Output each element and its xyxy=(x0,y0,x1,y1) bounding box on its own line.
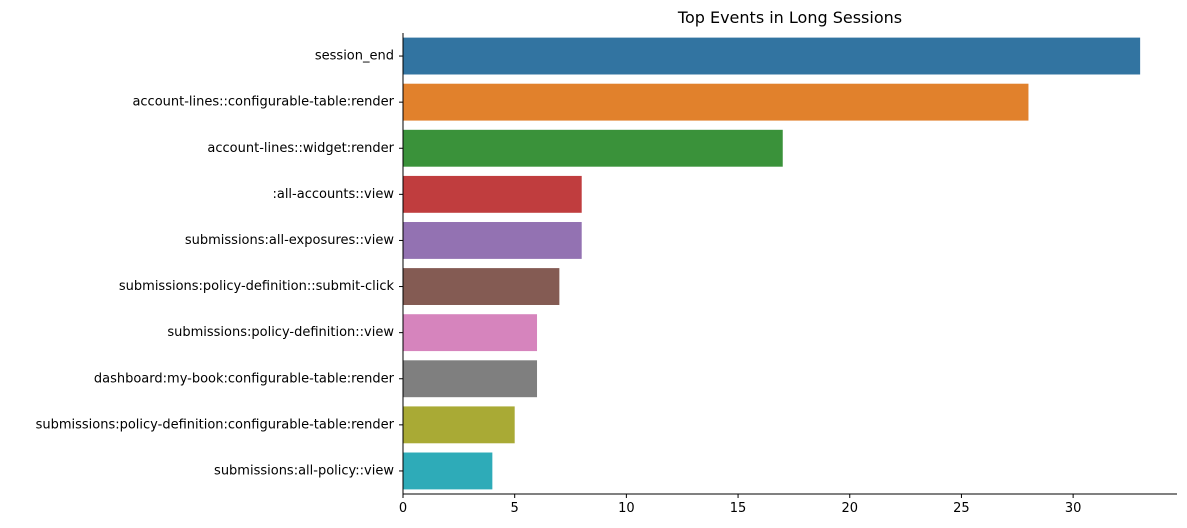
bar-2 xyxy=(403,129,783,167)
x-tick-label-6: 30 xyxy=(1065,501,1082,516)
bar-7 xyxy=(403,360,538,398)
bar-8 xyxy=(403,406,515,444)
x-tick-label-2: 10 xyxy=(618,501,635,516)
x-tick-label-5: 25 xyxy=(953,501,970,516)
chart-title: Top Events in Long Sessions xyxy=(677,8,902,27)
bar-9 xyxy=(403,452,493,490)
bar-1 xyxy=(403,83,1029,121)
category-label-6: submissions:policy-definition::view xyxy=(167,325,394,340)
bar-0 xyxy=(403,37,1141,75)
category-label-2: account-lines::widget:render xyxy=(207,141,394,156)
category-label-5: submissions:policy-definition::submit-cl… xyxy=(119,279,395,294)
bar-5 xyxy=(403,268,560,305)
x-axis-ticks: 0 5 10 15 20 25 30 xyxy=(399,494,1082,516)
bars-layer xyxy=(403,37,1141,490)
category-label-8: submissions:policy-definition:configurab… xyxy=(36,417,395,432)
category-labels: session_endaccount-lines::configurable-t… xyxy=(36,49,403,478)
category-label-4: submissions:all-exposures::view xyxy=(185,233,394,248)
x-tick-label-1: 5 xyxy=(511,501,519,516)
category-label-7: dashboard:my-book:configurable-table:ren… xyxy=(94,371,395,386)
bar-6 xyxy=(403,314,538,352)
bar-3 xyxy=(403,175,582,213)
category-label-0: session_end xyxy=(315,49,394,64)
category-label-9: submissions:all-policy::view xyxy=(214,463,394,478)
x-tick-label-3: 15 xyxy=(730,501,747,516)
bar-4 xyxy=(403,222,582,259)
category-label-1: account-lines::configurable-table:render xyxy=(132,95,394,110)
x-tick-label-0: 0 xyxy=(399,501,407,516)
x-tick-label-4: 20 xyxy=(841,501,858,516)
category-label-3: :all-accounts::view xyxy=(272,187,394,202)
